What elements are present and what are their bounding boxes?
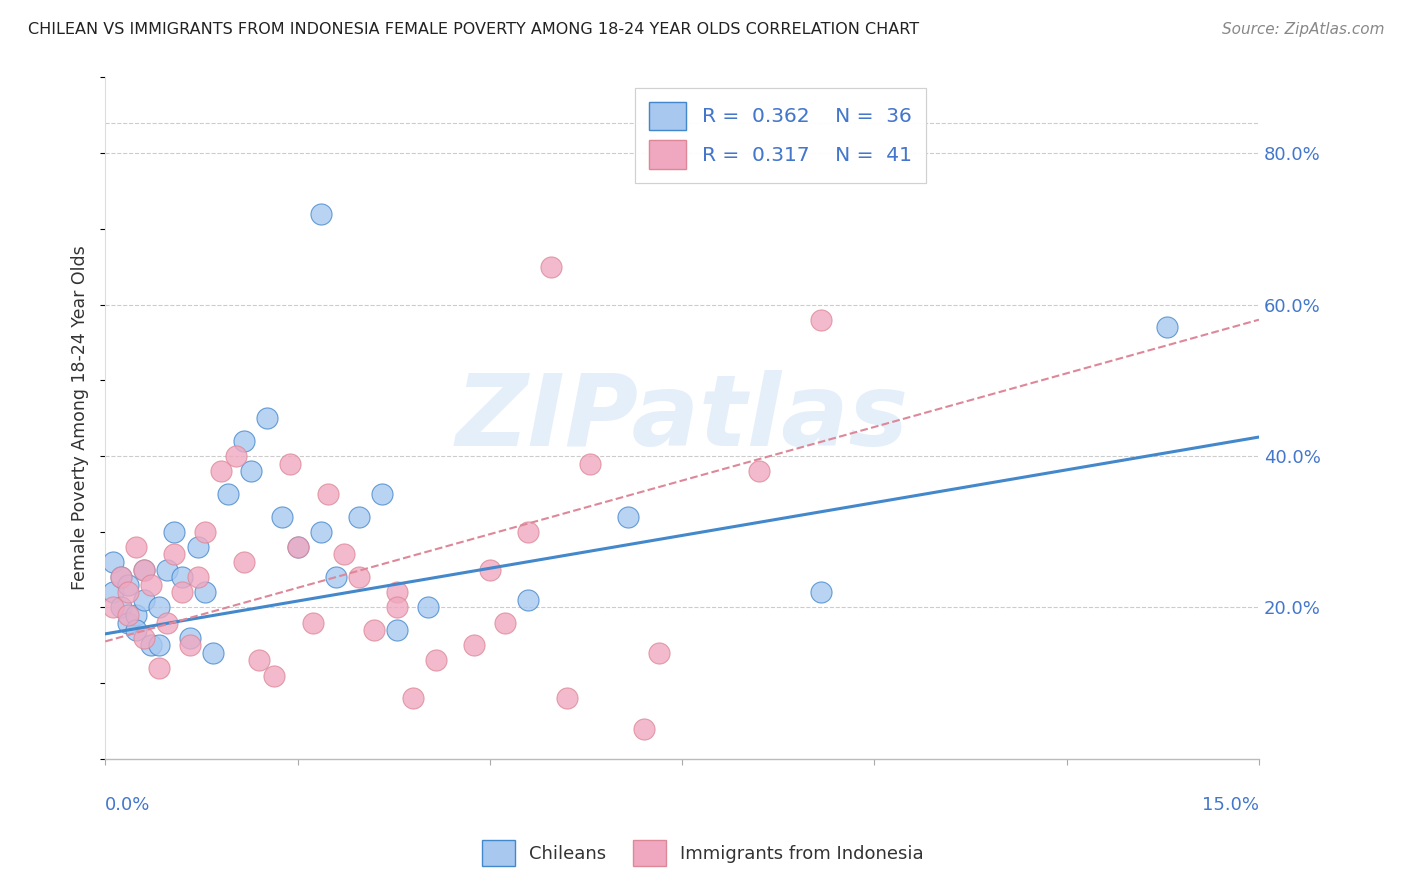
Point	[347, 509, 370, 524]
Point	[247, 653, 270, 667]
Text: CHILEAN VS IMMIGRANTS FROM INDONESIA FEMALE POVERTY AMONG 18-24 YEAR OLDS CORREL: CHILEAN VS IMMIGRANTS FROM INDONESIA FEM…	[28, 22, 920, 37]
Point	[278, 457, 301, 471]
Point	[555, 691, 578, 706]
Point	[101, 555, 124, 569]
Point	[302, 615, 325, 630]
Point	[148, 661, 170, 675]
Point	[132, 592, 155, 607]
Point	[201, 646, 224, 660]
Point	[517, 592, 540, 607]
Point	[648, 646, 671, 660]
Point	[463, 638, 485, 652]
Point	[225, 449, 247, 463]
Point	[287, 540, 309, 554]
Point	[371, 487, 394, 501]
Point	[309, 207, 332, 221]
Point	[141, 577, 163, 591]
Point	[325, 570, 347, 584]
Point	[141, 638, 163, 652]
Point	[163, 524, 186, 539]
Point	[271, 509, 294, 524]
Point	[117, 585, 139, 599]
Point	[101, 585, 124, 599]
Point	[494, 615, 516, 630]
Text: Source: ZipAtlas.com: Source: ZipAtlas.com	[1222, 22, 1385, 37]
Point	[194, 585, 217, 599]
Text: 15.0%: 15.0%	[1202, 797, 1258, 814]
Point	[117, 607, 139, 622]
Point	[287, 540, 309, 554]
Point	[117, 577, 139, 591]
Point	[132, 562, 155, 576]
Point	[110, 600, 132, 615]
Point	[617, 509, 640, 524]
Point	[125, 540, 148, 554]
Point	[240, 464, 263, 478]
Point	[125, 623, 148, 637]
Point	[810, 585, 832, 599]
Point	[217, 487, 239, 501]
Point	[402, 691, 425, 706]
Point	[110, 570, 132, 584]
Point	[110, 570, 132, 584]
Point	[163, 548, 186, 562]
Point	[347, 570, 370, 584]
Text: 0.0%: 0.0%	[105, 797, 150, 814]
Point	[172, 570, 194, 584]
Point	[387, 585, 409, 599]
Point	[578, 457, 600, 471]
Point	[156, 615, 179, 630]
Text: ZIPatlas: ZIPatlas	[456, 369, 908, 467]
Point	[316, 487, 339, 501]
Point	[387, 623, 409, 637]
Point	[478, 562, 501, 576]
Point	[263, 668, 285, 682]
Point	[179, 638, 201, 652]
Point	[125, 607, 148, 622]
Point	[633, 722, 655, 736]
Point	[194, 524, 217, 539]
Point	[363, 623, 385, 637]
Point	[309, 524, 332, 539]
Point	[101, 600, 124, 615]
Point	[232, 434, 254, 448]
Point	[117, 615, 139, 630]
Point	[387, 600, 409, 615]
Point	[148, 638, 170, 652]
Point	[1156, 320, 1178, 334]
Point	[810, 312, 832, 326]
Point	[256, 411, 278, 425]
Point	[232, 555, 254, 569]
Point	[186, 540, 208, 554]
Point	[179, 631, 201, 645]
Point	[540, 260, 562, 274]
Y-axis label: Female Poverty Among 18-24 Year Olds: Female Poverty Among 18-24 Year Olds	[72, 245, 89, 591]
Point	[172, 585, 194, 599]
Legend: R =  0.362    N =  36, R =  0.317    N =  41: R = 0.362 N = 36, R = 0.317 N = 41	[636, 87, 925, 183]
Point	[132, 562, 155, 576]
Point	[132, 631, 155, 645]
Point	[148, 600, 170, 615]
Point	[186, 570, 208, 584]
Point	[517, 524, 540, 539]
Point	[418, 600, 440, 615]
Point	[209, 464, 232, 478]
Legend: Chileans, Immigrants from Indonesia: Chileans, Immigrants from Indonesia	[470, 828, 936, 879]
Point	[425, 653, 447, 667]
Point	[156, 562, 179, 576]
Point	[748, 464, 770, 478]
Point	[332, 548, 354, 562]
